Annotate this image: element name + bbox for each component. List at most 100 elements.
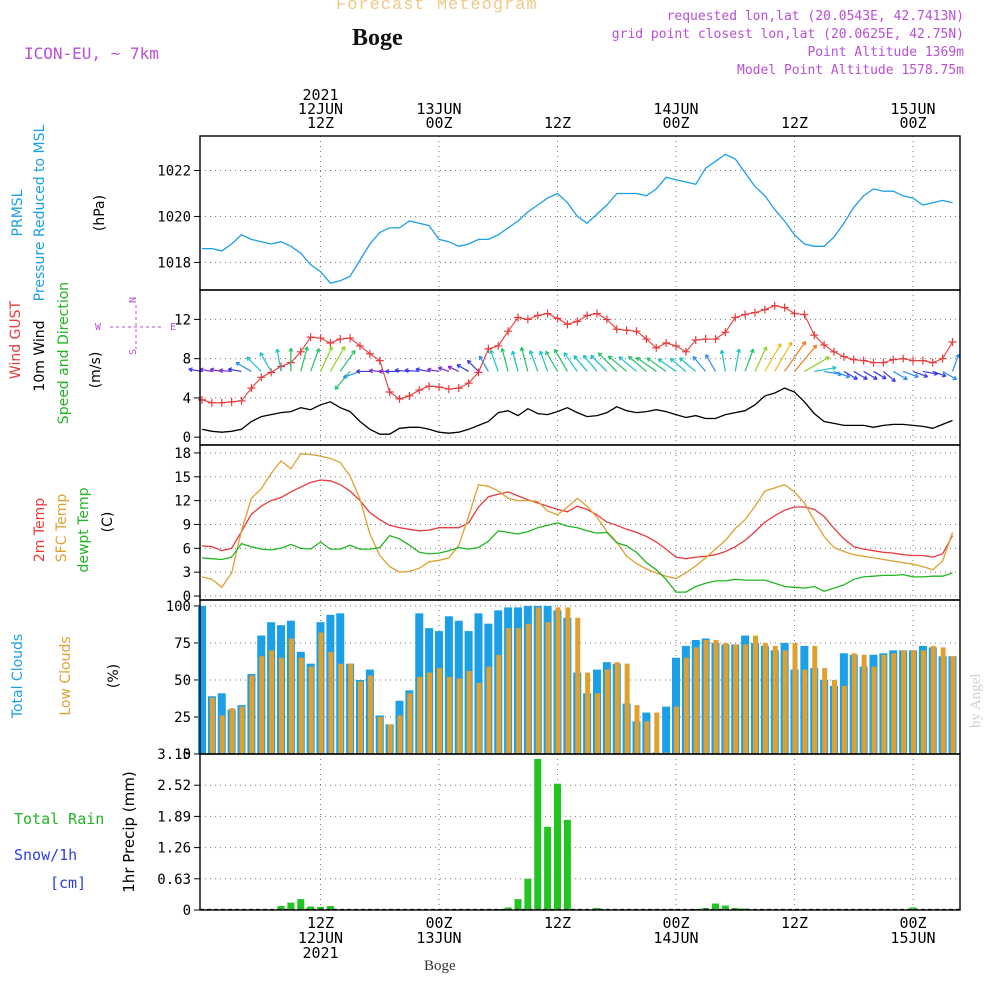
cloud-low-bar	[367, 675, 373, 754]
y-tick-label: 1020	[157, 209, 191, 225]
wind-direction-arrow	[427, 367, 440, 373]
y-tick-label: 50	[174, 673, 191, 689]
cloud-low-bar	[812, 645, 818, 754]
wind-gust-marker	[444, 385, 453, 394]
wind-direction-arrow	[573, 355, 588, 372]
cloud-low-bar	[585, 672, 591, 754]
wind-gust-marker	[583, 311, 592, 320]
wind-gust-marker	[474, 368, 483, 377]
wind-gust-marker	[909, 356, 917, 365]
top-time-label: 00Z	[899, 114, 926, 132]
cloud-low-bar	[911, 650, 916, 754]
wind-direction-arrow	[246, 356, 262, 372]
cloud-low-bar	[387, 724, 393, 754]
wind-gust-marker	[267, 368, 276, 377]
wind-direction-arrow	[764, 343, 782, 372]
precip-rain-bar	[593, 908, 601, 910]
bottom-time-label: 00Z	[425, 914, 452, 932]
chart-title: Forecast Meteogram	[336, 0, 538, 15]
wind-direction-arrow	[275, 348, 282, 372]
cloud-low-bar	[565, 607, 571, 754]
precip-rain-bar	[721, 905, 729, 910]
top-time-label: 00Z	[662, 114, 689, 132]
wind-direction-arrow	[545, 350, 559, 372]
cloud-low-bar	[920, 650, 926, 754]
wind-gust-marker	[435, 383, 443, 392]
precip-rain-bar	[544, 826, 552, 910]
cloud-total-bar	[672, 657, 680, 754]
y-tick-label: 0	[183, 589, 191, 605]
wind-gust-marker	[593, 309, 601, 318]
wind-direction-arrow	[863, 370, 878, 380]
cloud-low-bar	[318, 632, 324, 754]
y-tick-label: 0	[183, 747, 191, 763]
cloud-low-bar	[802, 669, 808, 754]
wind-gust-marker	[780, 303, 789, 312]
precip-rain-bar	[326, 906, 334, 910]
wind-gust-marker	[938, 354, 947, 363]
grid-point-coords: grid point closest lon,lat (20.0625E, 42…	[611, 27, 964, 42]
compass-west: W	[95, 322, 102, 333]
top-time-label: 00Z	[425, 114, 452, 132]
cloud-low-bar	[693, 647, 699, 754]
cloud-low-bar	[446, 677, 452, 754]
cloud-low-bar	[822, 668, 828, 754]
cloud-low-bar	[525, 623, 531, 754]
top-time-label: 13JUN	[416, 100, 461, 118]
cloud-total-bar	[662, 706, 671, 754]
wind-direction-arrow	[607, 355, 628, 372]
wind-direction-arrow	[456, 364, 469, 372]
top-time-label: 12Z	[544, 114, 571, 132]
precip-rain-bar	[909, 907, 917, 910]
wind-gust-marker	[711, 335, 720, 344]
wind-gust-marker	[948, 337, 957, 346]
temp-dewpoint-label: dewpt Temp	[76, 487, 92, 572]
cloud-low-bar	[624, 663, 630, 754]
cloud-low-bar	[239, 706, 245, 754]
wind-gust-marker	[464, 379, 473, 388]
compass-south: S	[128, 349, 139, 355]
wind-gust-marker	[326, 338, 335, 347]
precip-rain-bar	[563, 819, 571, 910]
pressure-unit: (hPa)	[92, 195, 108, 231]
wind-direction-arrow	[478, 355, 489, 372]
compass-east: E	[170, 322, 176, 333]
wind-direction-arrow	[334, 371, 351, 390]
wind-direction-arrow	[784, 340, 807, 372]
top-time-label: 12Z	[307, 114, 334, 132]
wind-direction-arrow	[466, 359, 479, 372]
wind-gust-marker	[681, 347, 690, 356]
cloud-low-bar	[545, 622, 551, 754]
wind-10m-line	[201, 387, 953, 435]
wind-gust-marker	[306, 333, 315, 342]
cloud-low-bar	[654, 712, 660, 754]
cloud-low-bar	[703, 639, 709, 754]
bottom-time-label: 00Z	[662, 914, 689, 932]
y-tick-label: 4	[183, 391, 191, 407]
wind-direction-arrow	[227, 367, 242, 373]
precip-rain-bar	[534, 758, 542, 910]
bottom-time-label: 00Z	[899, 914, 926, 932]
wind-direction-arrow	[657, 358, 677, 372]
y-tick-label: 1018	[157, 255, 191, 271]
wind-direction-arrow	[719, 349, 726, 372]
cloud-low-bar	[338, 663, 344, 754]
wind-gust-marker	[336, 335, 345, 344]
cloud-low-bar	[733, 644, 739, 754]
wind-gust-marker	[810, 331, 819, 340]
cloud-low-bar	[930, 645, 936, 754]
y-tick-label: 12	[174, 312, 191, 328]
wind-direction-arrow	[774, 341, 793, 372]
wind-gust-marker	[365, 349, 374, 358]
temp-2m-line	[201, 479, 954, 560]
wind-direction-arrow	[892, 370, 908, 381]
cloud-low-bar	[664, 752, 670, 754]
wind-gust-marker	[494, 341, 503, 350]
panel-frame	[199, 289, 961, 446]
cloud-low-bar	[506, 628, 512, 754]
wind-gust-marker	[889, 355, 898, 364]
wind-gust-marker	[425, 382, 434, 391]
top-time-label: 15JUN	[890, 100, 935, 118]
cloud-low-bar	[634, 705, 640, 754]
cloud-low-bar	[516, 628, 521, 754]
